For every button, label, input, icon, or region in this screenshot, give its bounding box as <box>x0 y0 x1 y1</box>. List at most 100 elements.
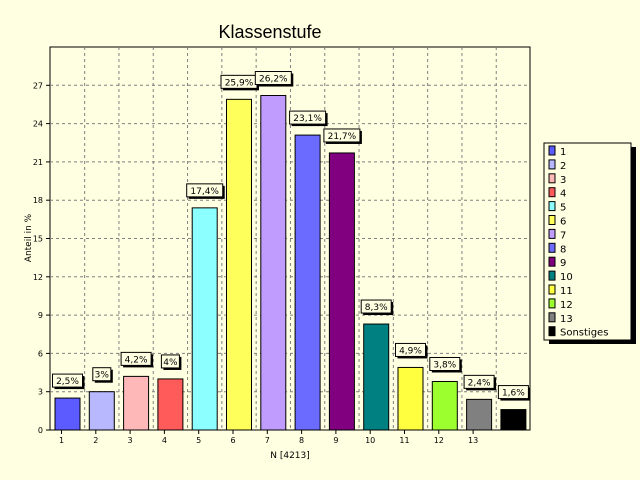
y-tick-label: 6 <box>38 349 43 358</box>
data-label: 4,2% <box>125 355 148 365</box>
data-label: 17,4% <box>190 187 219 197</box>
legend-label: 8 <box>560 244 566 255</box>
bar-6 <box>226 98 252 431</box>
data-label: 4,9% <box>399 346 422 356</box>
data-label-box <box>52 373 83 388</box>
bar-5 <box>191 207 218 431</box>
y-tick-label: 21 <box>33 158 43 167</box>
data-label: 3% <box>95 371 110 381</box>
x-tick-label: 8 <box>299 436 304 445</box>
legend-label: 4 <box>560 189 566 200</box>
x-axis-ticks: 1 2 3 4 5 6 7 8 9 10 11 12 13 <box>59 430 478 445</box>
x-tick-label: 7 <box>265 436 270 445</box>
legend-swatch <box>548 187 556 198</box>
data-label-box <box>186 183 224 198</box>
data-label-box <box>497 385 529 400</box>
legend-swatch <box>548 159 556 170</box>
bar-7 <box>260 95 287 431</box>
data-labels: 2,5% 3% 4,2% 4% 17,4% 25,9% 26,2% 23,1% 21,7% 8,3… <box>52 71 531 401</box>
data-label: 3,8% <box>433 360 456 370</box>
legend-label: Sonstiges <box>560 328 608 339</box>
x-tick-label: 11 <box>399 436 409 445</box>
bar-1 <box>54 397 81 431</box>
legend-box <box>543 142 632 341</box>
legend-swatch <box>548 145 556 156</box>
y-tick-label: 15 <box>33 235 43 244</box>
x-tick-label: 2 <box>93 436 98 445</box>
data-label: 26,2% <box>259 75 288 85</box>
legend-label: 7 <box>560 230 566 241</box>
bar-11 <box>397 366 424 431</box>
data-label: 2,5% <box>56 377 79 387</box>
x-axis-label: N [4213] <box>270 451 310 461</box>
bar-2 <box>88 391 115 431</box>
legend-label: 5 <box>560 203 566 214</box>
x-tick-label: 10 <box>365 436 375 445</box>
legend-swatch <box>548 173 556 184</box>
legend-swatch <box>548 326 556 337</box>
legend-swatch <box>548 284 556 295</box>
data-label: 23,1% <box>293 114 322 124</box>
y-axis-label: Anteil in % <box>24 213 34 262</box>
y-tick-label: 18 <box>33 196 43 205</box>
legend-swatch <box>548 312 556 323</box>
data-label: 21,7% <box>328 132 357 142</box>
bar-4 <box>157 378 184 431</box>
legend-label: 10 <box>560 272 573 283</box>
data-label-box <box>120 351 152 366</box>
x-tick-label: 4 <box>162 436 167 445</box>
bar-9 <box>328 152 355 431</box>
data-label-box <box>360 299 392 314</box>
y-tick-label: 27 <box>33 81 43 90</box>
data-label-box <box>395 342 426 357</box>
legend-swatch <box>548 298 556 309</box>
legend-label: 9 <box>560 258 566 269</box>
bar-8 <box>294 134 321 431</box>
y-tick-label: 0 <box>38 426 43 435</box>
legend-label: 12 <box>560 300 573 311</box>
legend-swatch <box>548 215 556 225</box>
chart-title: Klassenstufe <box>218 22 321 42</box>
data-label: 1,6% <box>502 389 525 399</box>
legend-swatch <box>548 242 556 253</box>
bar-3 <box>123 375 150 431</box>
data-label: 4% <box>163 358 178 368</box>
bar-13 <box>466 398 493 431</box>
data-label-box <box>92 367 112 382</box>
y-tick-label: 3 <box>38 388 43 397</box>
legend-label: 1 <box>560 147 566 158</box>
legend-swatch <box>548 228 556 239</box>
y-axis-ticks: 0 3 6 9 12 15 18 21 24 27 <box>33 81 50 435</box>
data-label-box <box>463 374 495 389</box>
legend-swatch <box>548 201 556 212</box>
legend-swatch <box>548 256 556 267</box>
x-tick-label: 13 <box>468 436 478 445</box>
data-label: 25,9% <box>225 78 254 88</box>
x-tick-label: 1 <box>59 436 64 445</box>
data-label-box <box>429 356 461 371</box>
x-tick-label: 6 <box>230 436 235 445</box>
x-tick-label: 5 <box>196 436 201 445</box>
y-tick-label: 24 <box>33 120 43 129</box>
legend-swatch <box>548 270 556 281</box>
legend-label: 6 <box>560 217 566 228</box>
x-tick-label: 9 <box>333 436 338 445</box>
y-tick-label: 12 <box>33 273 43 282</box>
data-label-box <box>160 354 180 369</box>
legend-label: 13 <box>560 314 573 325</box>
x-tick-label: 12 <box>434 436 444 445</box>
data-label-box <box>323 128 361 143</box>
bar-10 <box>363 323 390 431</box>
bar-sonstiges <box>500 409 527 431</box>
legend-label: 2 <box>560 161 566 172</box>
data-label: 8,3% <box>365 303 388 313</box>
data-label: 2,4% <box>468 378 491 388</box>
legend-label: 11 <box>560 286 573 297</box>
data-label-box <box>289 110 327 125</box>
bar-12 <box>431 380 458 431</box>
legend-label: 3 <box>560 175 566 186</box>
y-tick-label: 9 <box>38 311 43 320</box>
